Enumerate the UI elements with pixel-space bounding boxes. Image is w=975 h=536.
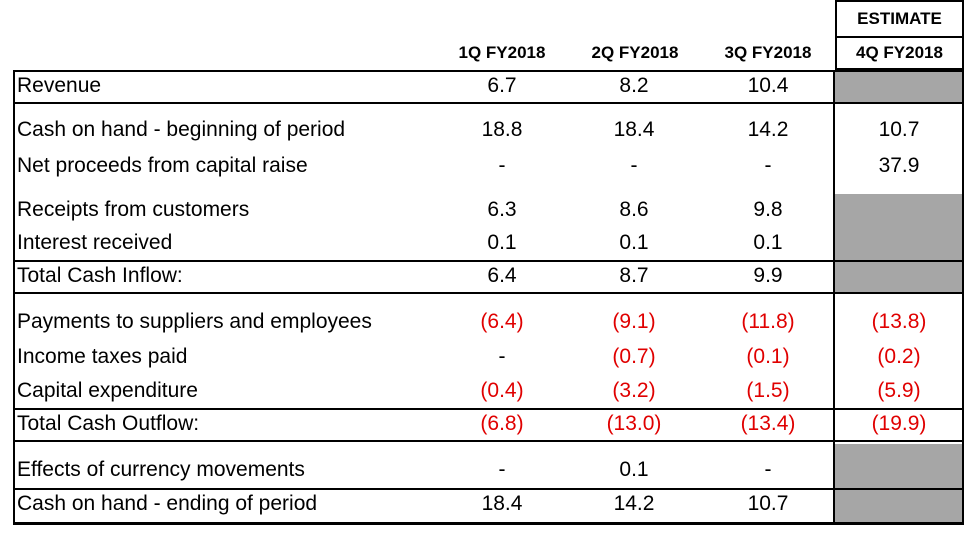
value-cell: (13.4) [740,412,796,435]
column-header-3q: 3Q FY2018 [724,43,812,62]
value-cell: (3.2) [612,379,656,402]
row-label: Total Cash Outflow: [17,412,200,435]
value-cell: 18.4 [481,492,523,515]
value-cell: (0.2) [877,345,921,368]
value-cell: (6.4) [480,310,524,333]
row-label: Interest received [17,231,173,254]
row-label: Cash on hand - beginning of period [17,118,346,141]
value-cell: (0.4) [480,379,524,402]
value-cell: 10.4 [747,74,789,97]
estimate-label: ESTIMATE [857,9,942,28]
cash-flow-table: Revenue 6.7 8.2 10.4 Cash on hand - beginnin… [13,70,966,525]
value-cell: 0.1 [619,231,649,254]
value-cell: (1.5) [746,379,790,402]
value-cell: 9.9 [753,264,783,287]
value-cell: (6.8) [480,412,524,435]
value-cell: (13.8) [871,310,927,333]
value-cell: 0.1 [753,231,783,254]
value-cell: - [498,154,506,177]
value-cell: (0.7) [612,345,656,368]
estimate-shaded-cell [835,194,962,292]
value-cell: 18.4 [613,118,655,141]
table-row: Total Cash Outflow: (6.8) (13.0) (13.4) (19.… [13,408,964,440]
value-cell: 0.1 [487,231,517,254]
value-cell: - [764,154,772,177]
column-header-1q: 1Q FY2018 [458,43,546,62]
value-cell: 14.2 [613,492,655,515]
table-row: Income taxes paid - (0.7) (0.1) (0.2) [13,341,964,373]
table-row: Receipts from customers 6.3 8.6 9.8 [13,194,964,226]
value-cell: 8.2 [619,74,649,97]
value-cell: 9.8 [753,198,783,221]
value-cell: 8.6 [619,198,649,221]
row-label: Effects of currency movements [17,458,305,481]
value-cell: 8.7 [619,264,649,287]
value-cell: 6.4 [487,264,517,287]
table-row: Cash on hand - ending of period 18.4 14.2 1… [13,488,964,520]
value-cell: - [498,345,506,368]
row-border [13,260,964,294]
row-border [13,70,964,104]
row-label: Receipts from customers [17,198,250,221]
value-cell: (11.8) [741,310,795,333]
estimate-column-divider [833,70,835,525]
table-row: Total Cash Inflow: 6.4 8.7 9.9 [13,260,964,292]
value-cell: 14.2 [747,118,789,141]
row-label: Revenue [17,74,102,97]
value-cell: 6.7 [487,74,517,97]
row-label: Net proceeds from capital raise [17,154,308,177]
estimate-shaded-cell [835,72,962,102]
value-cell: 18.8 [481,118,523,141]
row-border [13,408,964,442]
value-cell: - [498,458,506,481]
column-header-4q: 4Q FY2018 [835,36,964,70]
table-row: Effects of currency movements - 0.1 - [13,454,964,486]
table-row: Net proceeds from capital raise - - - 37.9 [13,150,964,182]
value-cell: 10.7 [878,118,920,141]
value-cell: (19.9) [871,412,927,435]
estimate-shaded-cell [835,444,962,523]
value-cell: 0.1 [619,458,649,481]
column-header-2q: 2Q FY2018 [591,43,679,62]
estimate-header: ESTIMATE [835,0,964,36]
value-cell: (5.9) [877,379,921,402]
value-cell: (0.1) [746,345,790,368]
value-cell: - [764,458,772,481]
table-row: Capital expenditure (0.4) (3.2) (1.5) (5.9) [13,375,964,407]
row-border [13,488,964,524]
value-cell: 6.3 [487,198,517,221]
table-row: Revenue 6.7 8.2 10.4 [13,70,964,102]
value-cell: 10.7 [747,492,789,515]
row-label: Total Cash Inflow: [17,264,183,287]
value-cell: 37.9 [878,154,920,177]
value-cell: (9.1) [612,310,656,333]
row-label: Payments to suppliers and employees [17,310,372,333]
table-row: Payments to suppliers and employees (6.4)… [13,306,964,338]
row-label: Capital expenditure [17,379,198,402]
value-cell: - [630,154,638,177]
row-label: Cash on hand - ending of period [17,492,318,515]
table-row: Cash on hand - beginning of period 18.8 18… [13,114,964,146]
row-label: Income taxes paid [17,345,188,368]
value-cell: (13.0) [606,412,662,435]
table-row: Interest received 0.1 0.1 0.1 [13,227,964,259]
